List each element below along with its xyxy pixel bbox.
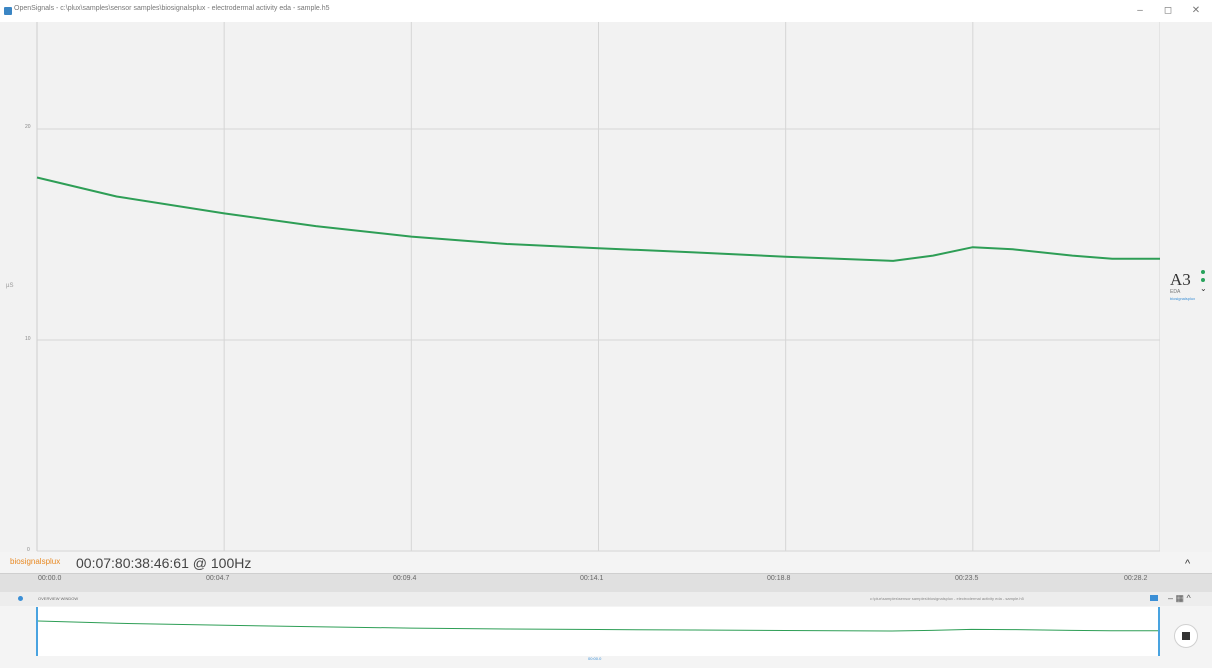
- x-tick-label: 00:00.0: [38, 575, 62, 582]
- file-path: c:\plux\samples\sensor samples\biosignal…: [870, 596, 1024, 601]
- x-tick-label: 00:23.5: [955, 575, 979, 582]
- overview-signal: [38, 620, 1158, 632]
- y-axis-label: µS: [6, 283, 14, 289]
- maximize-button[interactable]: ◻: [1163, 5, 1173, 16]
- channel-device: biosignalsplux: [1170, 296, 1196, 301]
- overview-window[interactable]: [36, 607, 1160, 656]
- brand-logo: biosignalsplux: [10, 557, 61, 566]
- time-axis: [0, 573, 1212, 593]
- overview-toggle-icon[interactable]: [18, 596, 23, 601]
- close-button[interactable]: ✕: [1191, 5, 1201, 16]
- overview-controls[interactable]: – ▦ ^: [1168, 593, 1191, 603]
- overview-header: [0, 592, 1212, 606]
- x-tick-label: 00:18.8: [767, 575, 791, 582]
- x-tick-label: 00:04.7: [206, 575, 230, 582]
- stop-button[interactable]: [1174, 624, 1198, 648]
- channel-type: EDA: [1170, 289, 1181, 295]
- x-tick-label: 00:28.2: [1124, 575, 1148, 582]
- window-title: OpenSignals - c:\plux\samples\sensor sam…: [14, 5, 330, 12]
- x-tick-label: 00:09.4: [393, 575, 417, 582]
- channel-panel: [1160, 22, 1212, 552]
- eda-signal-line: [36, 176, 1160, 262]
- channel-color-dot-icon[interactable]: [1201, 270, 1205, 274]
- y-tick-label: 0: [27, 547, 30, 553]
- folder-icon[interactable]: [1150, 595, 1158, 601]
- acquisition-timestamp: 00:07:80:38:46:61 @ 100Hz: [76, 555, 252, 571]
- overview-time: 00:00.0: [588, 656, 602, 661]
- chevron-down-icon[interactable]: ⌄: [1200, 284, 1207, 293]
- x-tick-label: 00:14.1: [580, 575, 604, 582]
- channel-label[interactable]: A3: [1170, 270, 1191, 289]
- signal-plot: [36, 22, 1160, 552]
- overview-signal-line: [38, 620, 1158, 632]
- signal-plot-area[interactable]: [0, 22, 1160, 552]
- app-icon: [4, 7, 12, 15]
- minimize-button[interactable]: –: [1137, 5, 1143, 16]
- y-tick-label: 10: [25, 336, 31, 342]
- channel-color-dot-icon[interactable]: [1201, 278, 1205, 282]
- overview-label: OVERVIEW WINDOW: [38, 596, 79, 601]
- stop-icon: [1182, 632, 1190, 640]
- expand-chevron-up-icon[interactable]: ^: [1185, 558, 1191, 570]
- y-tick-label: 20: [25, 124, 31, 130]
